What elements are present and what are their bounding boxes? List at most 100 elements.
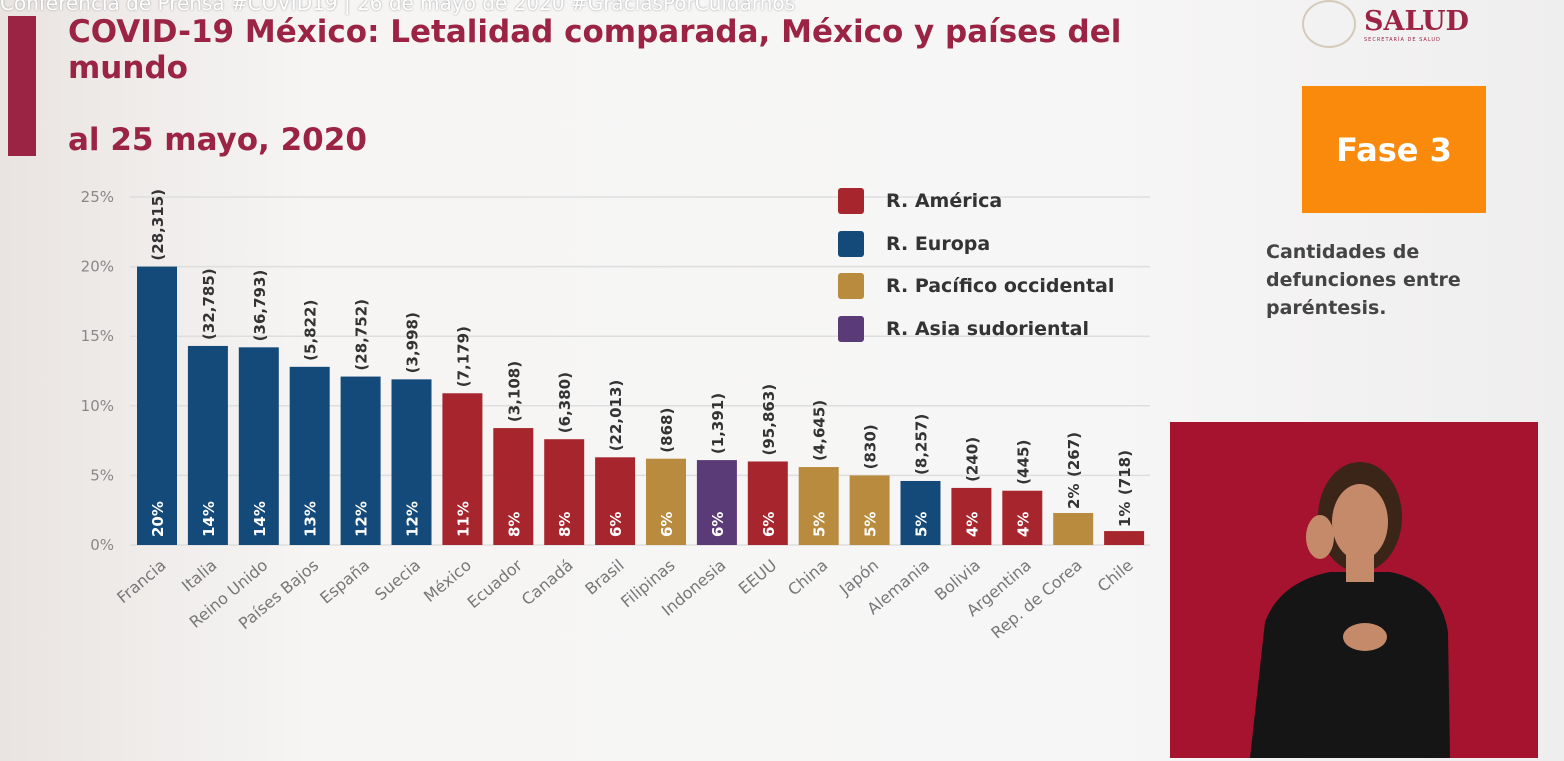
deaths-label: (3,998) [404,312,422,373]
legend-swatch [838,230,864,257]
y-tick-label: 0% [90,536,114,554]
bar-espa-a [340,376,381,545]
value-label: 6% [658,512,676,537]
x-tick-label: Rep. de Corea [987,556,1085,643]
deaths-label: (4,645) [811,400,829,461]
y-tick-label: 25% [81,188,114,206]
bar-reino-unido [238,347,279,545]
bar-chart: 0% 5% 10% 15% 20% 25% 20% (28,315) Francia 14% (32… [81,188,1150,643]
x-tick-label: China [784,556,831,600]
deaths-label: (28,315) [149,189,167,261]
bar-bolivia [951,487,992,545]
legend-swatch [838,188,864,215]
chart-legend: R. América R. Europa R. Pacífico occiden… [838,180,1114,350]
phase-badge: Fase 3 [1302,86,1486,213]
value-label: 14% [251,501,269,537]
bar-m-xico [442,393,483,545]
value-label: 8% [556,512,574,537]
deaths-label: (868) [658,408,676,453]
value-label: 6% [760,512,778,537]
bar-eeuu [747,461,788,545]
value-label: 5% [862,512,880,537]
value-label: 2% [1065,484,1083,509]
bar-indonesia [696,460,737,545]
y-tick-label: 15% [81,327,114,345]
legend-item-asia: R. Asia sudoriental [838,308,1114,351]
title-accent-bar [8,16,36,156]
x-tick-label: España [316,556,373,608]
deaths-label: (22,013) [607,380,625,452]
legend-label: R. Pacífico occidental [886,275,1115,298]
deaths-label: (8,257) [913,414,931,475]
value-label: 6% [607,512,625,537]
chart-subtitle: al 25 mayo, 2020 [68,122,367,158]
bar-ecuador [493,428,534,545]
bar-alemania [900,480,941,545]
deaths-label: (7,179) [454,326,472,387]
x-tick-label: EEUU [735,556,781,599]
legend-item-europa: R. Europa [838,223,1114,266]
bar-rep-de-corea [1053,512,1094,545]
value-label: 1% [1116,502,1134,527]
bar-pa-ses-bajos [289,366,330,545]
bar-argentina [1002,490,1043,545]
deaths-label: (36,793) [251,270,269,342]
y-tick-label: 5% [90,466,114,484]
bar-jap-n [849,475,890,545]
value-label: 4% [963,512,981,537]
bar-chile [1104,531,1145,545]
bar-canad- [544,439,585,545]
value-label: 20% [149,501,167,537]
coat-of-arms-icon [1302,0,1356,48]
deaths-label: (240) [963,437,981,482]
deaths-label: (5,822) [302,300,320,361]
deaths-label: (830) [862,424,880,469]
deaths-label: (718) [1116,450,1134,495]
deaths-label: (6,380) [556,372,574,433]
value-label: 5% [913,512,931,537]
value-label: 13% [302,501,320,537]
deaths-label: (445) [1014,440,1032,485]
value-label: 8% [505,512,523,537]
deaths-note: Cantidades de defunciones entre paréntes… [1266,241,1461,319]
legend-label: R. Asia sudoriental [886,317,1089,340]
bar-italia [187,345,228,545]
x-tick-label: Canadá [518,556,577,610]
video-caption: Conferencia de Prensa #COVID19 | 26 de m… [0,0,796,15]
bar-suecia [391,379,432,545]
x-tick-label: Brasil [581,556,627,599]
sign-language-interpreter-video [1170,422,1538,758]
value-label: 11% [454,501,472,537]
deaths-label: (28,752) [353,299,371,371]
y-tick-label: 20% [81,258,114,276]
bar-filipinas [646,458,686,545]
y-tick-label: 10% [81,397,114,415]
bar-francia [137,266,177,545]
value-label: 4% [1014,512,1032,537]
value-label: 12% [353,501,371,537]
bar-china [798,467,839,545]
salud-logo: SALUD SECRETARÍA DE SALUD [1302,0,1469,48]
legend-item-america: R. América [838,180,1114,223]
deaths-label: (267) [1065,432,1083,477]
x-tick-label: Suecia [371,556,424,605]
legend-label: R. América [886,190,1003,213]
logo-name: SALUD [1364,5,1469,37]
chart-title: COVID-19 México: Letalidad comparada, Mé… [68,14,1122,86]
value-label: 6% [709,512,727,537]
x-tick-label: Ecuador [464,555,527,612]
bar-brasil [595,457,636,545]
logo-sub: SECRETARÍA DE SALUD [1364,36,1441,43]
x-tick-label: Francia [113,556,169,608]
interpreter-silhouette [1250,462,1450,758]
x-tick-label: Italia [178,556,220,596]
x-tick-label: Chile [1094,556,1137,596]
legend-swatch [838,315,864,342]
value-label: 12% [404,501,422,537]
deaths-label: (3,108) [505,361,523,422]
value-label: 14% [200,501,218,537]
legend-label: R. Europa [886,232,991,255]
value-label: 5% [811,512,829,537]
legend-item-pacifico: R. Pacífico occidental [838,265,1114,308]
legend-swatch [838,273,864,300]
